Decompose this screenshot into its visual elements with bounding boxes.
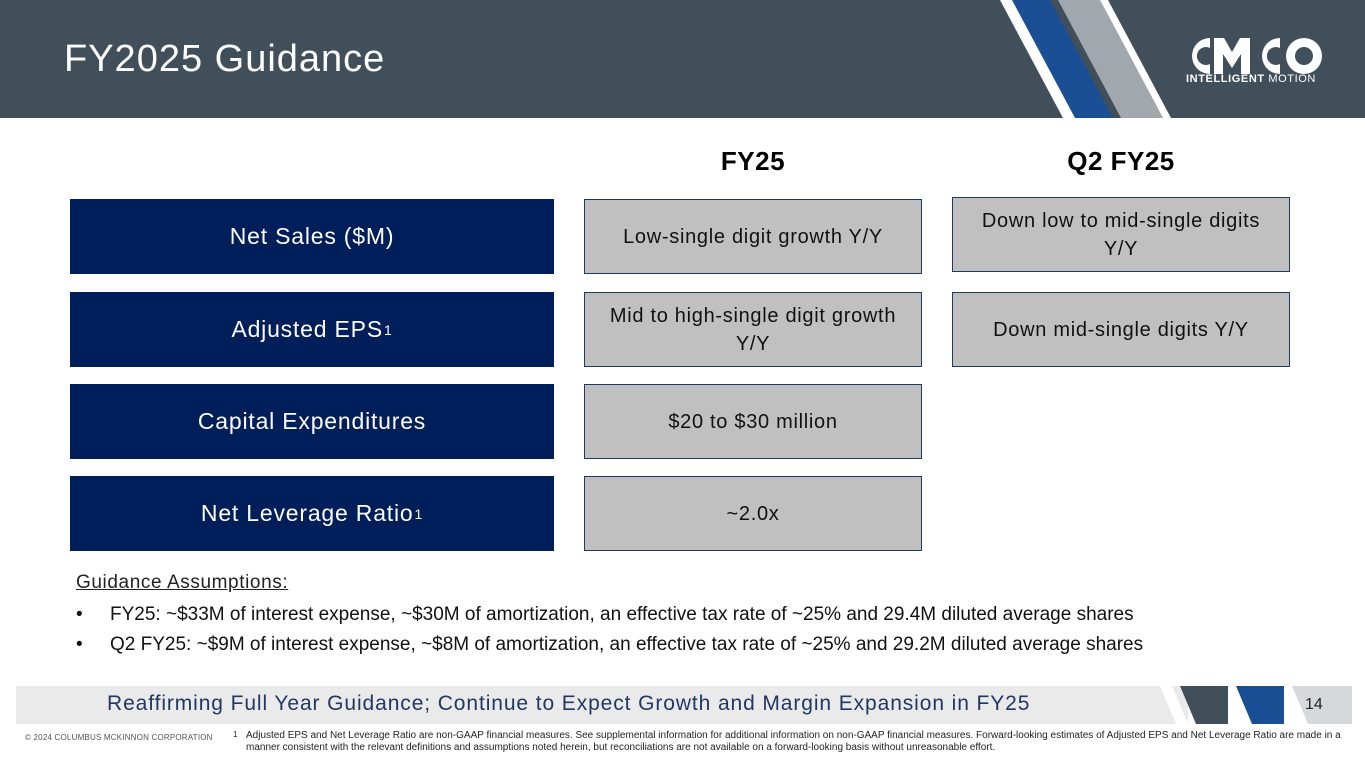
fy25-value-net-sales: Low-single digit growth Y/Y	[584, 199, 922, 274]
copyright: © 2024 COLUMBUS MCKINNON CORPORATION	[25, 733, 213, 742]
footnote-mark: 1	[233, 730, 238, 739]
fy25-value-capex: $20 to $30 million	[584, 384, 922, 459]
header-bar: FY2025 Guidance INTELLIGENT MOTION	[0, 0, 1365, 118]
assumption-item: • Q2 FY25: ~$9M of interest expense, ~$8M…	[76, 634, 1144, 655]
column-header-q2-fy25: Q2 FY25	[1067, 146, 1175, 176]
logo-tagline: INTELLIGENT MOTION	[1186, 73, 1316, 85]
metric-label-net-sales: Net Sales ($M)	[70, 199, 554, 274]
stripe-grey	[1058, 0, 1163, 118]
key-message-text: Reaffirming Full Year Guidance; Continue…	[107, 692, 1031, 715]
footnote-ref: 1	[383, 321, 393, 338]
key-message-banner	[16, 686, 1188, 724]
stripe-white-2	[1100, 0, 1171, 118]
q2-value-adjusted-eps: Down mid-single digits Y/Y	[952, 292, 1290, 367]
fy25-value-adjusted-eps: Mid to high-single digit growth Y/Y	[584, 292, 922, 367]
metric-label-net-leverage: Net Leverage Ratio 1	[70, 476, 554, 551]
cmco-logo	[1192, 38, 1322, 74]
fy25-value-net-leverage: ~2.0x	[584, 476, 922, 551]
q2-value-net-sales: Down low to mid-single digits Y/Y	[952, 197, 1290, 272]
footnote-ref: 1	[414, 505, 424, 522]
stripe-blue	[1012, 0, 1113, 118]
metric-label-capex: Capital Expenditures	[70, 384, 554, 459]
page-title: FY2025 Guidance	[64, 38, 386, 80]
header-stripes	[1000, 0, 1171, 118]
column-header-fy25: FY25	[720, 146, 786, 176]
footnote-text: Adjusted EPS and Net Leverage Ratio are …	[246, 730, 1341, 753]
assumptions-title: Guidance Assumptions:	[76, 572, 289, 593]
banner-chevrons	[1160, 686, 1352, 724]
metric-label-adjusted-eps: Adjusted EPS 1	[70, 292, 554, 367]
page-number: 14	[1305, 696, 1323, 713]
footnote: 1 Adjusted EPS and Net Leverage Ratio ar…	[233, 730, 1353, 754]
assumption-item: • FY25: ~$33M of interest expense, ~$30M …	[76, 604, 1134, 625]
